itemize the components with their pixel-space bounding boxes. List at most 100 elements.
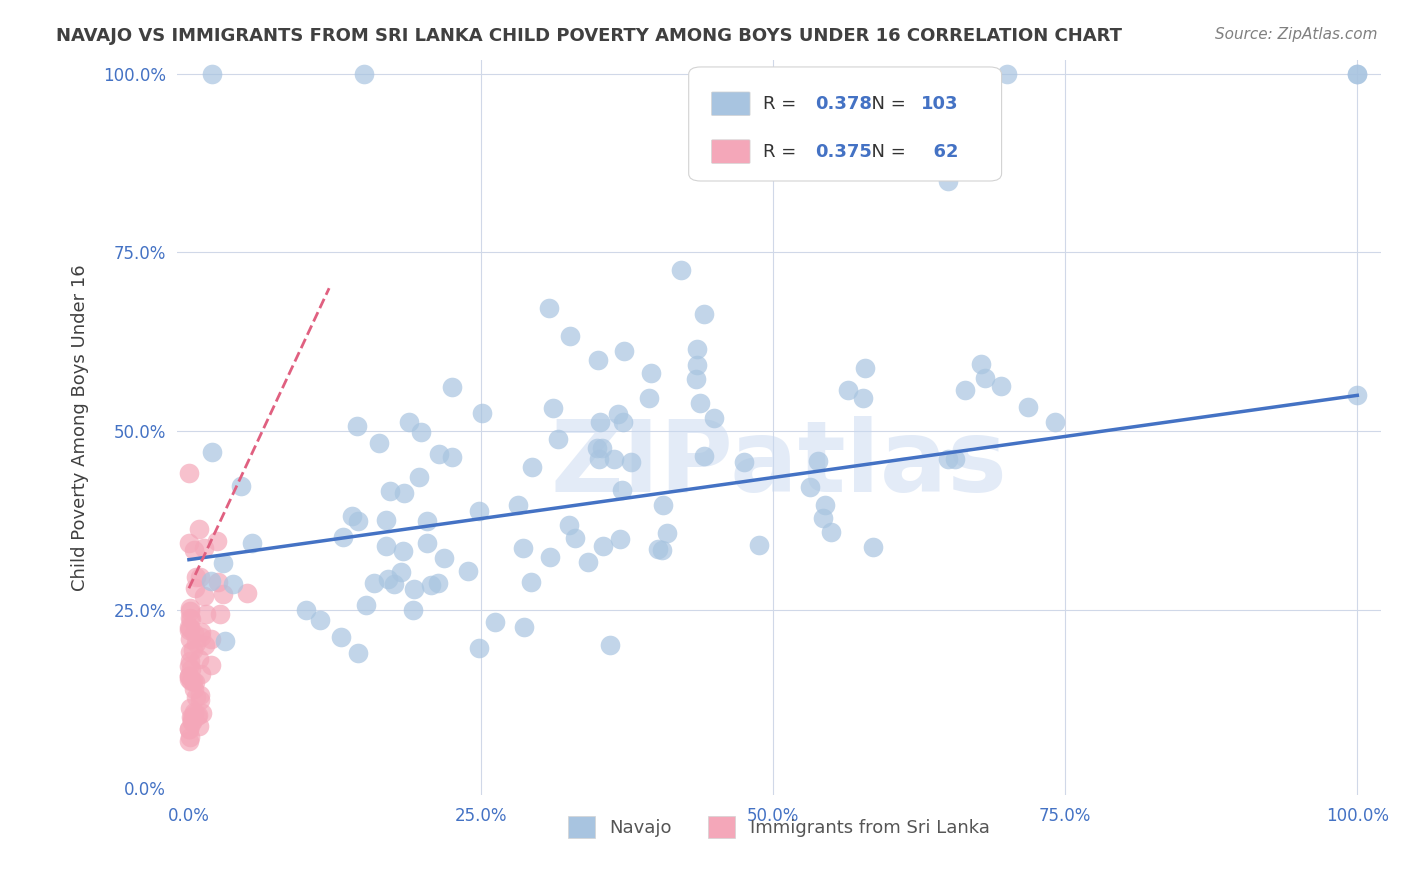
Point xyxy=(651,498,673,512)
Point xyxy=(457,564,479,578)
Point xyxy=(183,705,205,719)
Point xyxy=(183,675,205,690)
Point xyxy=(188,692,211,706)
Point xyxy=(180,710,202,724)
FancyBboxPatch shape xyxy=(711,92,749,116)
Point xyxy=(190,625,212,640)
Point xyxy=(440,380,463,394)
Point xyxy=(187,522,209,536)
Point xyxy=(420,578,443,592)
Point xyxy=(180,612,202,626)
Point xyxy=(401,602,423,616)
Point xyxy=(188,688,211,702)
Point xyxy=(375,539,398,553)
Point xyxy=(813,499,835,513)
Point xyxy=(427,576,450,591)
Point xyxy=(943,452,966,467)
Point xyxy=(651,542,673,557)
Point xyxy=(547,432,569,446)
Text: N =: N = xyxy=(859,143,911,161)
Point xyxy=(837,383,859,397)
Point xyxy=(612,415,634,429)
Point xyxy=(309,613,332,627)
Point xyxy=(200,574,222,588)
Point xyxy=(222,577,245,591)
Point xyxy=(211,587,233,601)
Point xyxy=(353,67,375,81)
Point xyxy=(179,604,201,618)
Point xyxy=(180,662,202,676)
Point xyxy=(179,731,201,745)
FancyBboxPatch shape xyxy=(711,140,749,163)
Point xyxy=(733,455,755,469)
Point xyxy=(599,638,621,652)
Point xyxy=(193,541,215,555)
Point xyxy=(179,673,201,687)
Point xyxy=(187,708,209,723)
Point xyxy=(330,630,353,644)
Point xyxy=(179,536,201,550)
Point xyxy=(558,517,581,532)
Point xyxy=(686,358,709,372)
Point xyxy=(382,576,405,591)
Point xyxy=(440,450,463,464)
Point xyxy=(179,669,201,683)
Point xyxy=(647,541,669,556)
Point xyxy=(692,449,714,463)
Point xyxy=(591,441,613,455)
Point xyxy=(295,603,318,617)
Text: NAVAJO VS IMMIGRANTS FROM SRI LANKA CHILD POVERTY AMONG BOYS UNDER 16 CORRELATIO: NAVAJO VS IMMIGRANTS FROM SRI LANKA CHIL… xyxy=(56,27,1122,45)
Point xyxy=(404,582,426,596)
Point xyxy=(990,378,1012,392)
Point xyxy=(177,623,200,637)
Point xyxy=(190,706,212,720)
Point xyxy=(540,550,562,565)
Point xyxy=(180,711,202,725)
Point xyxy=(974,371,997,385)
Point xyxy=(187,652,209,666)
Legend: Navajo, Immigrants from Sri Lanka: Navajo, Immigrants from Sri Lanka xyxy=(561,809,997,846)
Point xyxy=(346,646,368,660)
Point xyxy=(368,436,391,450)
Point xyxy=(512,541,534,555)
Point xyxy=(183,543,205,558)
Point xyxy=(181,642,204,657)
Point xyxy=(686,342,709,356)
Point xyxy=(179,621,201,635)
Point xyxy=(519,574,541,589)
Point xyxy=(1017,400,1039,414)
Point xyxy=(1346,388,1368,402)
Point xyxy=(392,485,415,500)
Point xyxy=(177,723,200,737)
FancyBboxPatch shape xyxy=(689,67,1001,181)
Point xyxy=(356,598,378,612)
Point xyxy=(1346,67,1368,81)
Point xyxy=(208,607,231,621)
Point xyxy=(240,536,263,550)
Point xyxy=(558,329,581,343)
Point xyxy=(703,411,725,425)
Point xyxy=(592,539,614,553)
Point xyxy=(179,701,201,715)
Point xyxy=(179,645,201,659)
Point xyxy=(229,478,252,492)
Point xyxy=(378,483,401,498)
Text: ZIPatlas: ZIPatlas xyxy=(551,416,1007,513)
Point xyxy=(689,395,711,409)
Text: R =: R = xyxy=(763,95,803,112)
Point xyxy=(620,455,643,469)
Point xyxy=(179,600,201,615)
Point xyxy=(408,470,430,484)
Point xyxy=(471,406,494,420)
Point xyxy=(853,361,876,376)
Point xyxy=(811,511,834,525)
Text: 62: 62 xyxy=(921,143,959,161)
Point xyxy=(638,392,661,406)
Point xyxy=(671,263,693,277)
Point xyxy=(588,452,610,467)
Point xyxy=(184,570,207,584)
Point xyxy=(467,504,489,518)
Point xyxy=(409,425,432,439)
Point xyxy=(177,658,200,673)
Point xyxy=(655,525,678,540)
